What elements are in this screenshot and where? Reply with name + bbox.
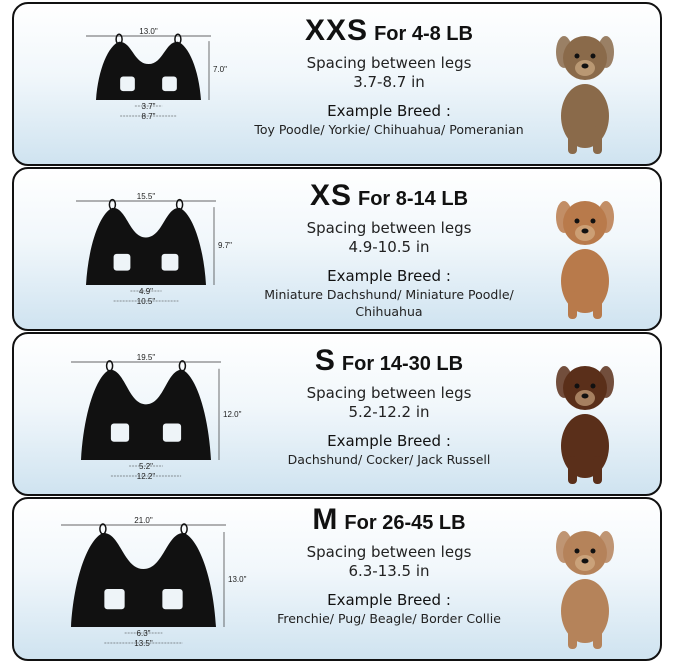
width-dimension: 19.5" bbox=[137, 353, 156, 362]
harness-body bbox=[81, 369, 211, 460]
width-dimension: 15.5" bbox=[137, 192, 156, 201]
harness-diagram: 13.0" 7.0" 3.7" 8.7" bbox=[14, 4, 264, 164]
inner-spacing-dimension: 5.2" bbox=[139, 462, 153, 471]
harness-body bbox=[96, 41, 201, 100]
harness-shape: 19.5" 12.0" 5.2" 12.2" bbox=[71, 353, 242, 481]
harness-body bbox=[71, 532, 216, 627]
spacing-range: 4.9-10.5 in bbox=[348, 238, 430, 256]
size-title: XXS For 4-8 LB bbox=[244, 12, 534, 54]
hook-left bbox=[99, 523, 107, 535]
weight-range: For 4-8 LB bbox=[374, 23, 473, 45]
french-bulldog-dog-image bbox=[556, 531, 614, 649]
height-dimension: 13.0" bbox=[228, 575, 247, 584]
size-title: S For 14-30 LB bbox=[244, 342, 534, 384]
leg-hole-left bbox=[113, 253, 131, 271]
hook-left bbox=[105, 360, 114, 372]
size-card-m: 21.0" 13.0" 6.3" 13.5" M For 26-45 LB bbox=[12, 497, 662, 661]
outer-spacing-dimension: 13.5" bbox=[134, 639, 153, 648]
harness-shape: 15.5" 9.7" 4.9" 10.5" bbox=[76, 192, 232, 306]
breed-list: Miniature Dachshund/ Miniature Poodle/ C… bbox=[264, 287, 514, 319]
hook-right bbox=[180, 523, 188, 535]
harness-diagram: 19.5" 12.0" 5.2" 12.2" bbox=[14, 334, 264, 494]
breed-label: Example Breed : bbox=[327, 102, 451, 120]
breed-list: Frenchie/ Pug/ Beagle/ Border Collie bbox=[277, 611, 501, 626]
spacing-label: Spacing between legs bbox=[306, 54, 472, 72]
poodle-dog-image bbox=[556, 201, 614, 319]
breed-label: Example Breed : bbox=[327, 432, 451, 450]
height-dimension: 7.0" bbox=[213, 65, 227, 74]
leg-hole-left bbox=[110, 423, 130, 442]
height-dimension: 12.0" bbox=[223, 410, 242, 419]
harness-shape: 13.0" 7.0" 3.7" 8.7" bbox=[86, 27, 227, 121]
size-info: XXS For 4-8 LB Spacing between legs 3.7-8… bbox=[244, 12, 534, 138]
breed-list: Dachshund/ Cocker/ Jack Russell bbox=[287, 452, 491, 467]
size-info: S For 14-30 LB Spacing between legs 5.2-1… bbox=[244, 342, 534, 468]
leg-hole-right bbox=[162, 589, 183, 610]
hook-right bbox=[178, 360, 187, 372]
weight-range: For 26-45 LB bbox=[344, 512, 466, 534]
spacing-label: Spacing between legs bbox=[306, 384, 472, 402]
spacing-range: 3.7-8.7 in bbox=[353, 73, 425, 91]
breed-label: Example Breed : bbox=[327, 267, 451, 285]
size-info: M For 26-45 LB Spacing between legs 6.3-1… bbox=[244, 501, 534, 627]
spacing-label: Spacing between legs bbox=[306, 543, 472, 561]
harness-diagram: 15.5" 9.7" 4.9" 10.5" bbox=[14, 169, 264, 329]
harness-body bbox=[86, 207, 206, 285]
size-card-s: 19.5" 12.0" 5.2" 12.2" S For 14-30 LB bbox=[12, 332, 662, 496]
size-title: M For 26-45 LB bbox=[244, 501, 534, 543]
width-dimension: 13.0" bbox=[139, 27, 158, 36]
leg-hole-left bbox=[104, 589, 125, 610]
breed-list: Toy Poodle/ Yorkie/ Chihuahua/ Pomerania… bbox=[254, 122, 524, 137]
height-dimension: 9.7" bbox=[218, 241, 232, 250]
outer-spacing-dimension: 12.2" bbox=[137, 472, 156, 481]
size-card-xxs: 13.0" 7.0" 3.7" 8.7" XXS For 4-8 LB bbox=[12, 2, 662, 166]
breed-label: Example Breed : bbox=[327, 591, 451, 609]
size-label: XS bbox=[309, 179, 352, 212]
spacing-range: 5.2-12.2 in bbox=[348, 403, 430, 421]
inner-spacing-dimension: 4.9" bbox=[139, 287, 153, 296]
size-title: XS For 8-14 LB bbox=[244, 177, 534, 219]
leg-hole-right bbox=[162, 76, 177, 92]
spacing-range: 6.3-13.5 in bbox=[348, 562, 430, 580]
size-card-xs: 15.5" 9.7" 4.9" 10.5" XS For 8-14 LB bbox=[12, 167, 662, 331]
leg-hole-right bbox=[162, 423, 182, 442]
dachshund-dog-image bbox=[556, 366, 614, 484]
inner-spacing-dimension: 6.3" bbox=[137, 629, 151, 638]
weight-range: For 14-30 LB bbox=[341, 353, 464, 375]
harness-shape: 21.0" 13.0" 6.3" 13.5" bbox=[61, 516, 247, 648]
yorkie-dog-image bbox=[556, 36, 614, 154]
size-label: XXS bbox=[305, 14, 369, 47]
size-label: M bbox=[312, 503, 339, 536]
harness-diagram: 21.0" 13.0" 6.3" 13.5" bbox=[14, 499, 264, 659]
outer-spacing-dimension: 8.7" bbox=[142, 112, 156, 121]
leg-hole-right bbox=[161, 253, 179, 271]
outer-spacing-dimension: 10.5" bbox=[137, 297, 156, 306]
inner-spacing-dimension: 3.7" bbox=[142, 102, 156, 111]
weight-range: For 8-14 LB bbox=[358, 188, 469, 210]
leg-hole-left bbox=[120, 76, 135, 92]
size-info: XS For 8-14 LB Spacing between legs 4.9-1… bbox=[244, 177, 534, 320]
size-label: S bbox=[314, 344, 336, 377]
spacing-label: Spacing between legs bbox=[306, 219, 472, 237]
width-dimension: 21.0" bbox=[134, 516, 153, 525]
